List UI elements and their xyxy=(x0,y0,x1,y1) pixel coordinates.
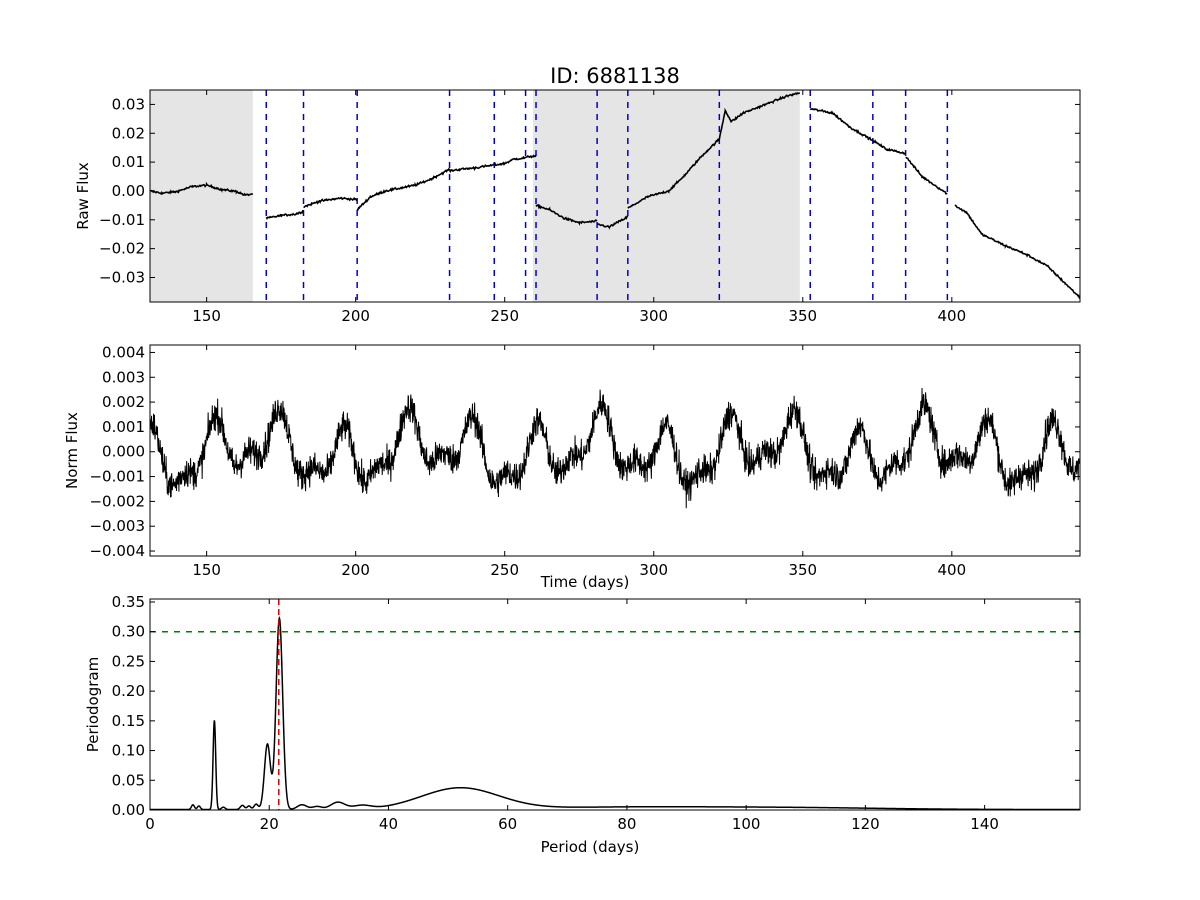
chart-title: ID: 6881138 xyxy=(550,64,680,88)
y-tick-label: 0.003 xyxy=(102,368,145,386)
x-tick-label: 80 xyxy=(617,815,636,833)
raw-flux-series xyxy=(356,167,451,211)
raw-flux-series xyxy=(303,196,358,209)
x-tick-label: 150 xyxy=(192,561,221,579)
x-tick-label: 300 xyxy=(639,561,668,579)
y-tick-label: 0.000 xyxy=(102,443,145,461)
y-tick-label: 0.01 xyxy=(112,153,145,171)
y-tick-label: −0.003 xyxy=(89,517,145,535)
x-tick-label: 350 xyxy=(788,307,817,325)
y-tick-label: 0.00 xyxy=(112,182,145,200)
x-axis-label: Time (days) xyxy=(540,573,630,591)
x-tick-label: 250 xyxy=(490,561,519,579)
y-tick-label: 0.03 xyxy=(112,95,145,113)
raw-flux-series xyxy=(809,108,873,141)
x-tick-label: 200 xyxy=(341,561,370,579)
x-tick-label: 60 xyxy=(498,815,517,833)
y-tick-label: 0.10 xyxy=(112,742,145,760)
raw-flux-series xyxy=(627,138,721,209)
y-tick-label: −0.02 xyxy=(99,240,145,258)
shaded-region xyxy=(533,90,800,302)
raw-flux-series xyxy=(493,155,527,167)
y-tick-label: −0.004 xyxy=(89,542,145,560)
x-tick-label: 140 xyxy=(970,815,999,833)
shaded-region xyxy=(150,90,253,302)
y-tick-label: 0.02 xyxy=(112,124,145,142)
raw-flux-series xyxy=(525,154,537,159)
y-tick-label: 0.00 xyxy=(112,801,145,819)
x-tick-label: 250 xyxy=(490,307,519,325)
y-tick-label: −0.001 xyxy=(89,468,145,486)
x-tick-label: 150 xyxy=(192,307,221,325)
x-tick-label: 400 xyxy=(938,307,967,325)
y-tick-label: 0.004 xyxy=(102,343,145,361)
x-tick-label: 300 xyxy=(639,307,668,325)
y-tick-label: 0.05 xyxy=(112,771,145,789)
x-tick-label: 20 xyxy=(260,815,279,833)
plot-area xyxy=(150,599,1080,810)
axes-frame xyxy=(149,344,1081,557)
y-tick-label: −0.002 xyxy=(89,492,145,510)
y-tick-label: 0.30 xyxy=(112,623,145,641)
y-tick-label: 0.20 xyxy=(112,682,145,700)
y-tick-label: 0.35 xyxy=(112,593,145,611)
periodogram-panel: 0 20 40 60 80 100 120 140 0.00 0.05 0.10 0.15 0.20 0.… xyxy=(84,593,1081,856)
raw-flux-series xyxy=(872,139,906,156)
x-tick-label: 200 xyxy=(341,307,370,325)
norm-flux-panel: 150 200 250 300 350 400 −0.004 −0.003 −0.002 −0.0… xyxy=(63,343,1081,591)
y-tick-label: −0.01 xyxy=(99,211,145,229)
x-tick-label: 100 xyxy=(732,815,761,833)
y-tick-label: 0.25 xyxy=(112,652,145,670)
raw-flux-series xyxy=(954,204,1080,299)
y-tick-label: 0.001 xyxy=(102,418,145,436)
x-tick-label: 400 xyxy=(938,561,967,579)
y-axis-label: Periodogram xyxy=(84,657,102,752)
x-tick-label: 120 xyxy=(851,815,880,833)
x-axis-label: Period (days) xyxy=(541,838,640,856)
plot-area xyxy=(150,90,1080,302)
raw-flux-series xyxy=(596,215,629,230)
plot-area xyxy=(150,387,1080,509)
y-tick-label: 0.15 xyxy=(112,712,145,730)
raw-flux-panel: 150 200 250 300 350 400 −0.03 −0.02 −0.01 0.00 0.0… xyxy=(74,89,1081,325)
norm-flux-series xyxy=(150,387,1080,509)
raw-flux-series xyxy=(535,204,598,226)
axes-frame xyxy=(149,89,1081,303)
raw-flux-series xyxy=(150,181,254,197)
raw-flux-series xyxy=(905,156,948,195)
y-axis-label: Norm Flux xyxy=(63,412,81,489)
raw-flux-series xyxy=(265,209,304,220)
axes-frame xyxy=(149,598,1081,811)
x-tick-label: 0 xyxy=(145,815,155,833)
periodogram-series xyxy=(150,615,1080,810)
raw-flux-series xyxy=(448,163,495,174)
y-axis-label: Raw Flux xyxy=(74,162,92,230)
y-tick-label: −0.03 xyxy=(99,268,145,286)
raw-flux-series xyxy=(718,92,801,140)
x-tick-label: 350 xyxy=(788,561,817,579)
y-tick-label: 0.002 xyxy=(102,393,145,411)
x-tick-label: 40 xyxy=(379,815,398,833)
